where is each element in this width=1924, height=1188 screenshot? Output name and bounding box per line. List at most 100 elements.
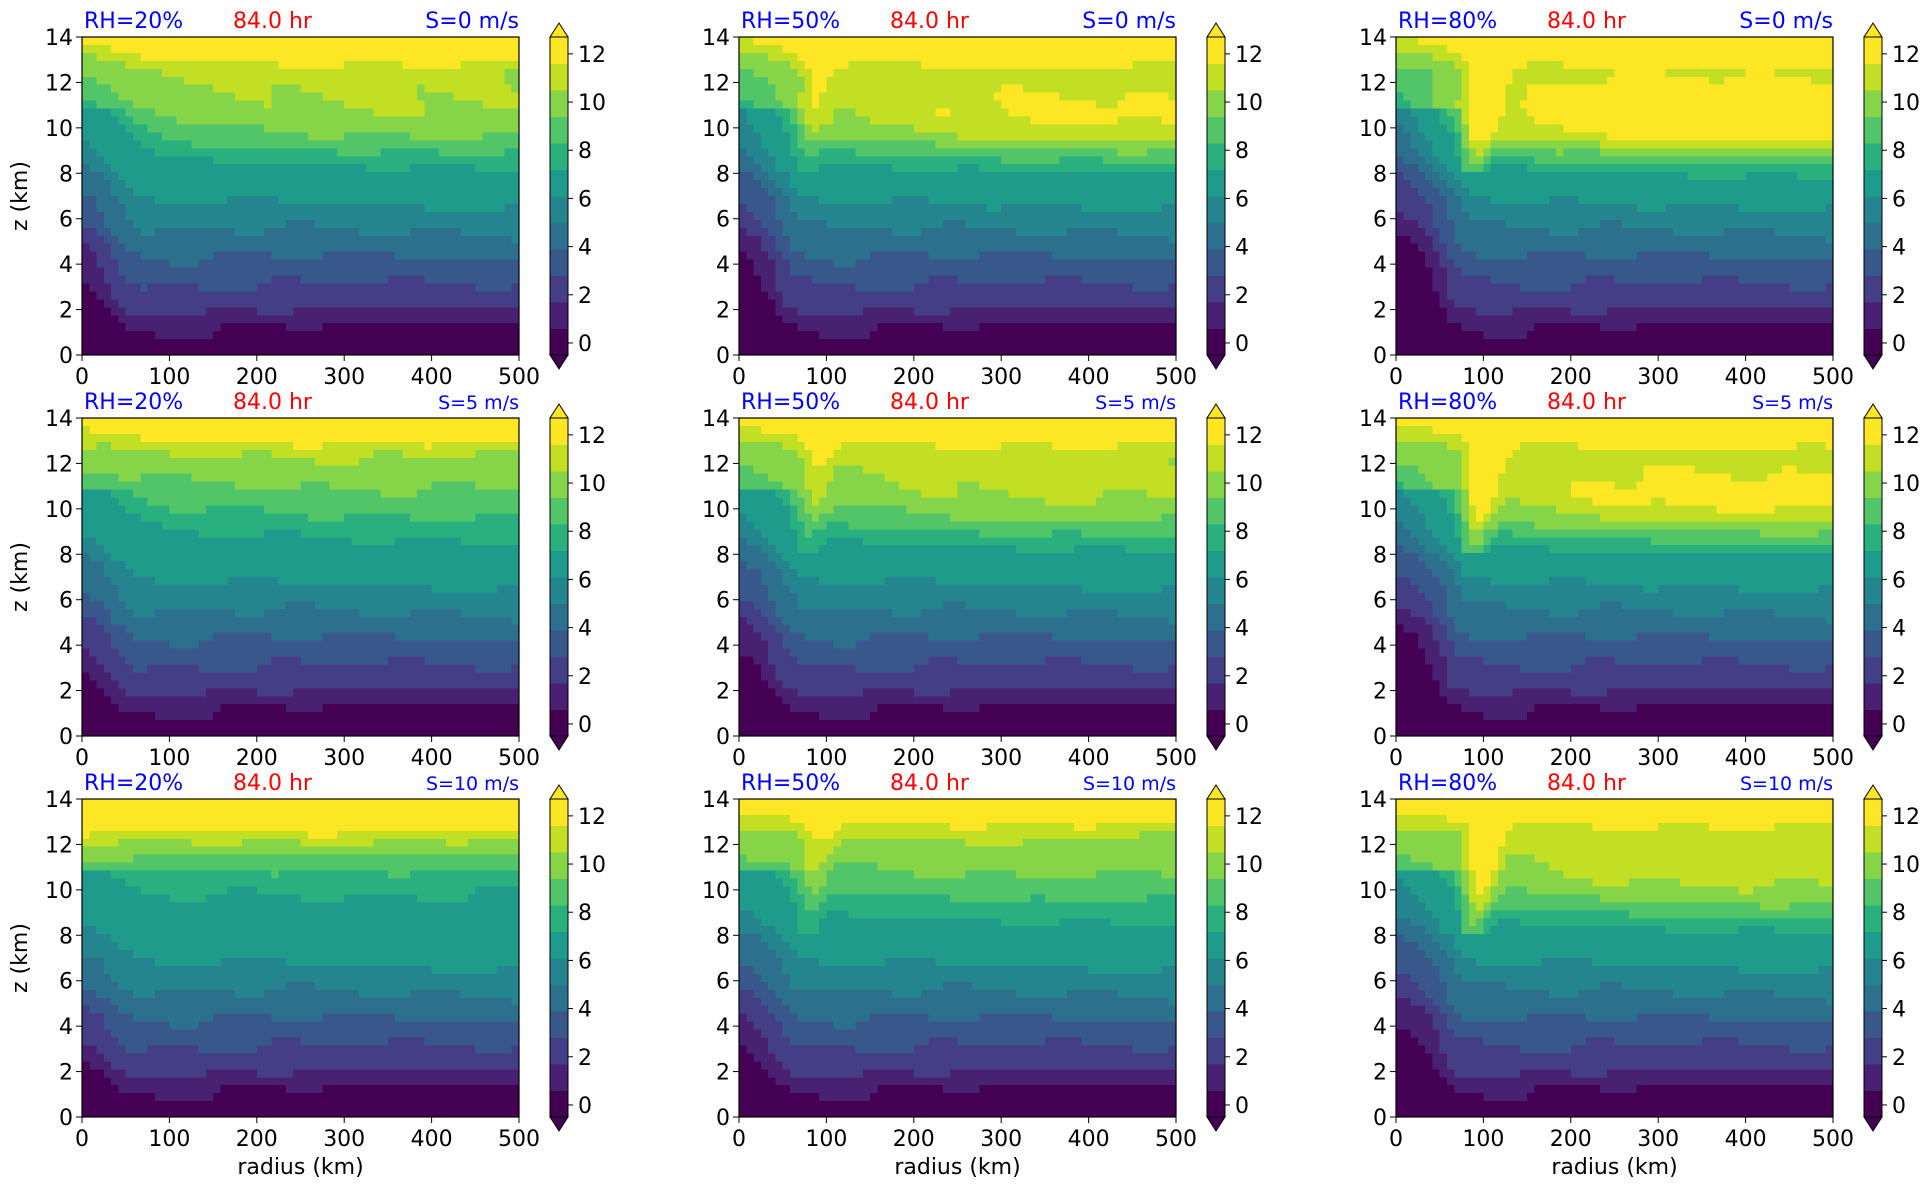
contour-cell xyxy=(848,164,857,173)
contour-cell xyxy=(154,76,163,86)
contour-cell xyxy=(840,116,849,126)
contour-cell xyxy=(213,275,221,285)
contour-cell xyxy=(220,235,229,245)
contour-cell xyxy=(921,92,929,102)
contour-cell xyxy=(1023,315,1031,324)
contour-cell xyxy=(1110,68,1119,78)
contour-cell xyxy=(964,243,973,253)
x-tick-label: 100 xyxy=(148,365,190,390)
contour-cell xyxy=(950,68,959,78)
contour-cell xyxy=(242,203,251,213)
contour-cell xyxy=(1110,251,1119,261)
contour-cell xyxy=(1081,124,1090,133)
contour-cell xyxy=(957,156,966,165)
contour-cell xyxy=(870,339,878,348)
colorbar-tick-label: 10 xyxy=(1235,91,1263,116)
contour-cell xyxy=(877,267,886,277)
contour-cell xyxy=(826,211,835,221)
contour-cell xyxy=(760,116,769,126)
contour-cell xyxy=(1146,283,1155,292)
contour-cell xyxy=(307,219,316,229)
contour-cell xyxy=(950,347,959,356)
contour-cell xyxy=(417,188,425,197)
contour-cell xyxy=(782,323,791,332)
contour-cell xyxy=(256,251,265,261)
contour-cell xyxy=(366,100,374,110)
contour-cell xyxy=(140,283,149,292)
contour-cell xyxy=(797,180,806,189)
contour-cell xyxy=(264,275,272,285)
contour-cell xyxy=(344,203,353,213)
contour-cell xyxy=(1396,100,1404,110)
contour-cell xyxy=(782,164,791,173)
contour-cell xyxy=(322,291,331,300)
contour-cell xyxy=(431,299,440,308)
contour-cell xyxy=(111,291,120,300)
contour-cell xyxy=(300,259,309,269)
contour-cell xyxy=(431,227,440,237)
contour-cell xyxy=(132,124,141,133)
contour-cell xyxy=(884,196,893,205)
contour-cell xyxy=(482,243,491,253)
contour-cell xyxy=(1074,164,1082,173)
contour-cell xyxy=(1037,347,1046,356)
contour-cell xyxy=(278,108,287,118)
contour-cell xyxy=(242,275,251,285)
contour-cell xyxy=(497,140,506,149)
contour-cell xyxy=(380,347,389,356)
contour-cell xyxy=(1030,92,1039,102)
contour-cell xyxy=(183,251,192,261)
contour-cell xyxy=(1066,108,1075,118)
contour-cell xyxy=(358,267,367,277)
contour-cell xyxy=(336,331,345,340)
contour-cell xyxy=(395,68,404,78)
contour-cell xyxy=(227,235,236,245)
contour-cell xyxy=(775,307,784,316)
contour-cell xyxy=(972,339,980,348)
contour-cell xyxy=(475,52,484,62)
contour-cell xyxy=(899,100,908,110)
contour-cell xyxy=(205,148,214,157)
contour-cell xyxy=(811,235,820,245)
contour-cell xyxy=(877,339,886,348)
contour-cell xyxy=(169,60,178,70)
contour-cell xyxy=(315,283,323,292)
contour-cell xyxy=(1008,100,1017,110)
contour-cell xyxy=(220,92,229,102)
contour-cell xyxy=(1168,307,1177,316)
contour-cell xyxy=(154,227,163,237)
contour-cell xyxy=(877,188,886,197)
contour-cell xyxy=(921,132,929,141)
contour-cell xyxy=(979,164,988,173)
contour-cell xyxy=(227,267,236,277)
contour-cell xyxy=(468,68,476,78)
contour-cell xyxy=(1059,211,1068,221)
contour-cell xyxy=(921,259,929,269)
contour-cell xyxy=(1088,219,1097,229)
contour-cell xyxy=(760,267,769,277)
contour-cell xyxy=(811,251,820,261)
contour-cell xyxy=(438,259,447,269)
contour-cell xyxy=(234,132,243,141)
contour-cell xyxy=(380,275,389,285)
contour-cell xyxy=(300,84,309,94)
contour-cell xyxy=(300,92,309,102)
contour-cell xyxy=(760,124,769,133)
contour-cell xyxy=(768,275,777,285)
contour-cell xyxy=(307,156,316,165)
contour-cell xyxy=(768,108,777,118)
contour-cell xyxy=(475,180,484,189)
contour-cell xyxy=(285,37,294,46)
contour-cell xyxy=(1161,211,1170,221)
contour-cell xyxy=(1095,76,1104,86)
contour-cell xyxy=(125,100,134,110)
contour-cell xyxy=(1110,92,1119,102)
contour-cell xyxy=(198,148,207,157)
contour-cell xyxy=(1052,180,1061,189)
contour-cell xyxy=(1095,84,1104,94)
contour-cell xyxy=(855,100,864,110)
contour-cell xyxy=(82,331,90,340)
contour-cell xyxy=(972,243,980,253)
contour-cell xyxy=(1001,188,1010,197)
contour-cell xyxy=(205,339,214,348)
